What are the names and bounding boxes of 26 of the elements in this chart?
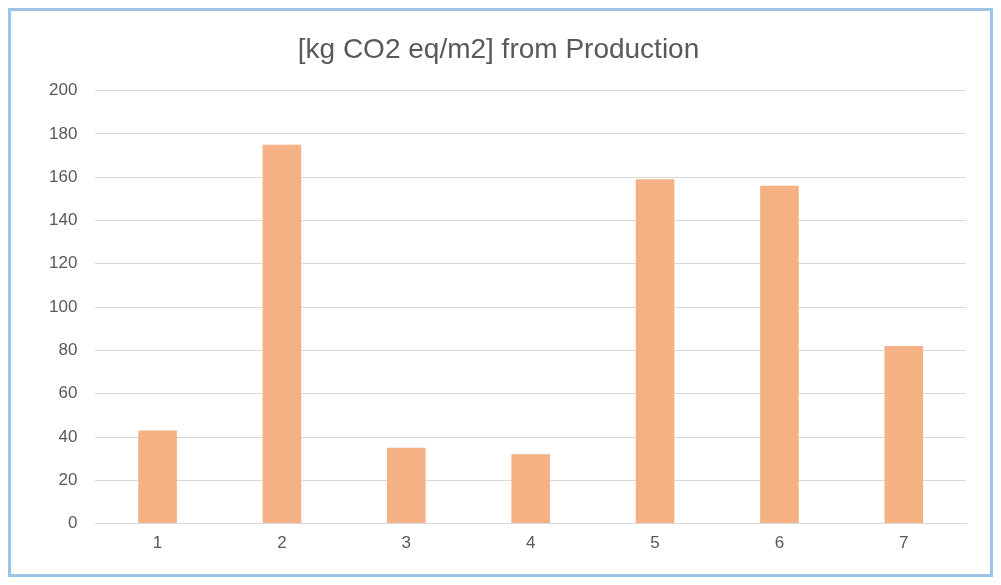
y-tick-label: 120 <box>48 253 78 273</box>
x-tick-label: 2 <box>277 533 287 553</box>
y-tick-label: 100 <box>48 296 78 316</box>
x-tick-label: 1 <box>152 533 163 553</box>
y-tick-label: 140 <box>48 210 78 230</box>
bar <box>760 185 799 524</box>
bar <box>387 447 426 524</box>
y-tick-label: 180 <box>48 123 78 143</box>
chart-title: [kg CO2 eq/m2] from Production <box>297 32 700 64</box>
y-tick-label: 200 <box>48 80 78 100</box>
y-tick-label: 160 <box>48 166 78 186</box>
bar <box>511 454 550 524</box>
bar <box>262 144 302 524</box>
x-tick-label: 5 <box>650 533 660 553</box>
y-tick-label: 60 <box>58 383 78 403</box>
x-tick-label: 4 <box>525 533 536 553</box>
bar <box>138 430 177 524</box>
y-tick-label: 40 <box>58 426 78 446</box>
x-tick-label: 7 <box>899 533 909 553</box>
x-tick-label: 3 <box>401 533 412 553</box>
y-tick-label: 80 <box>58 340 78 360</box>
x-tick-label: 6 <box>774 533 785 553</box>
y-tick-label: 0 <box>67 513 78 533</box>
bar <box>635 179 675 524</box>
y-tick-label: 20 <box>58 469 78 489</box>
bar <box>884 346 924 524</box>
